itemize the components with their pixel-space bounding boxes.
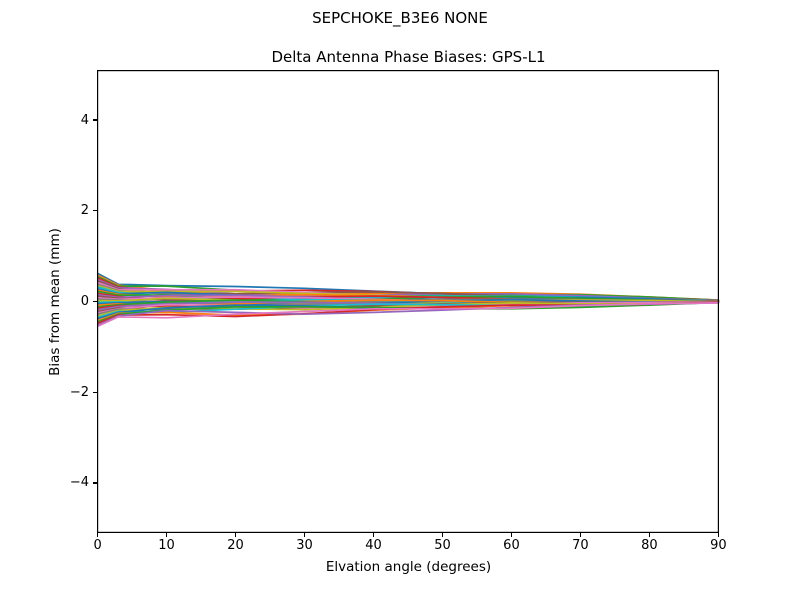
x-tick-mark: [97, 533, 99, 537]
x-tick-label: 0: [93, 538, 102, 553]
x-tick-label: 40: [365, 538, 382, 553]
x-tick-mark: [441, 533, 444, 537]
series-line: [97, 302, 720, 328]
axes-title: Delta Antenna Phase Biases: GPS-L1: [271, 48, 546, 66]
plot-area: [97, 70, 720, 533]
x-tick-label: 70: [572, 538, 589, 553]
y-tick-mark: [93, 300, 97, 303]
y-tick-label: 2: [80, 203, 89, 219]
y-tick-mark: [93, 210, 97, 212]
y-tick-mark: [93, 391, 97, 393]
x-tick-mark: [510, 533, 513, 537]
figure-suptitle: SEPCHOKE_B3E6 NONE: [312, 9, 488, 27]
x-tick-label: 90: [710, 538, 727, 553]
y-tick-mark: [93, 119, 97, 121]
x-tick-label: 20: [227, 538, 244, 553]
x-tick-label: 10: [158, 538, 175, 553]
y-tick-label: −4: [69, 475, 89, 491]
x-tick-mark: [303, 533, 306, 537]
series-line: [97, 301, 720, 323]
y-tick-mark: [93, 482, 97, 484]
x-tick-label: 30: [296, 538, 313, 553]
axes-frame: [97, 70, 719, 533]
x-tick-mark: [234, 533, 237, 537]
x-tick-label: 60: [503, 538, 520, 553]
x-tick-mark: [579, 533, 582, 537]
y-tick-label: −2: [69, 384, 89, 400]
x-tick-label: 80: [641, 538, 658, 553]
x-tick-mark: [165, 533, 168, 537]
x-tick-mark: [372, 533, 375, 537]
x-tick-mark: [717, 533, 719, 537]
x-tick-mark: [648, 533, 650, 537]
y-tick-label: 0: [80, 294, 89, 309]
x-axis-label: Elvation angle (degrees): [325, 559, 492, 575]
x-tick-label: 50: [434, 538, 451, 553]
y-tick-label: 4: [80, 112, 89, 128]
